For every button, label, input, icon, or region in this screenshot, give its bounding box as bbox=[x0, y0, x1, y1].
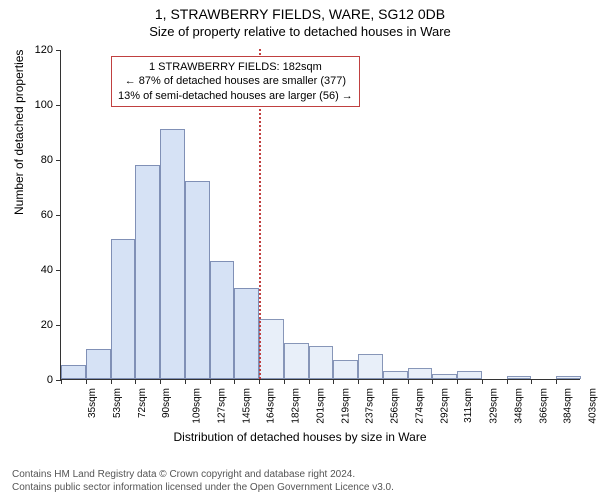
xtick-label: 145sqm bbox=[241, 388, 252, 424]
bar bbox=[333, 360, 358, 379]
chart-area: 02040608010012035sqm53sqm72sqm90sqm109sq… bbox=[60, 50, 580, 380]
xtick-label: 348sqm bbox=[514, 388, 525, 424]
ytick-mark bbox=[56, 160, 61, 161]
xtick-label: 237sqm bbox=[365, 388, 376, 424]
y-axis-label: Number of detached properties bbox=[12, 50, 26, 215]
xtick-label: 219sqm bbox=[340, 388, 351, 424]
xtick-mark bbox=[135, 379, 136, 384]
ytick-label: 100 bbox=[23, 99, 53, 111]
xtick-mark bbox=[432, 379, 433, 384]
bar bbox=[185, 181, 210, 379]
xtick-mark bbox=[86, 379, 87, 384]
xtick-label: 329sqm bbox=[489, 388, 500, 424]
xtick-mark bbox=[259, 379, 260, 384]
xtick-label: 164sqm bbox=[266, 388, 277, 424]
xtick-mark bbox=[309, 379, 310, 384]
ytick-mark bbox=[56, 270, 61, 271]
bar bbox=[86, 349, 111, 379]
xtick-label: 384sqm bbox=[563, 388, 574, 424]
xtick-mark bbox=[531, 379, 532, 384]
x-axis-label: Distribution of detached houses by size … bbox=[0, 430, 600, 444]
ytick-label: 80 bbox=[23, 154, 53, 166]
bar bbox=[135, 165, 160, 380]
xtick-label: 403sqm bbox=[588, 388, 599, 424]
xtick-mark bbox=[383, 379, 384, 384]
ytick-mark bbox=[56, 215, 61, 216]
ytick-label: 40 bbox=[23, 264, 53, 276]
xtick-label: 366sqm bbox=[538, 388, 549, 424]
xtick-label: 292sqm bbox=[439, 388, 450, 424]
xtick-mark bbox=[234, 379, 235, 384]
xtick-label: 311sqm bbox=[463, 388, 474, 423]
footer: Contains HM Land Registry data © Crown c… bbox=[12, 468, 394, 494]
ytick-mark bbox=[56, 50, 61, 51]
xtick-mark bbox=[457, 379, 458, 384]
xtick-mark bbox=[507, 379, 508, 384]
xtick-label: 274sqm bbox=[414, 388, 425, 424]
xtick-mark bbox=[408, 379, 409, 384]
xtick-label: 256sqm bbox=[390, 388, 401, 424]
xtick-label: 182sqm bbox=[291, 388, 302, 424]
bar bbox=[61, 365, 86, 379]
info-box-line3: 13% of semi-detached houses are larger (… bbox=[118, 89, 353, 103]
xtick-label: 127sqm bbox=[216, 388, 227, 424]
xtick-mark bbox=[358, 379, 359, 384]
plot-area: 02040608010012035sqm53sqm72sqm90sqm109sq… bbox=[60, 50, 580, 380]
footer-line1: Contains HM Land Registry data © Crown c… bbox=[12, 468, 394, 481]
xtick-label: 201sqm bbox=[315, 388, 326, 424]
bar bbox=[210, 261, 235, 379]
bar bbox=[457, 371, 482, 379]
bar bbox=[408, 368, 433, 379]
xtick-mark bbox=[185, 379, 186, 384]
bar bbox=[111, 239, 136, 379]
xtick-label: 35sqm bbox=[87, 388, 98, 418]
xtick-mark bbox=[61, 379, 62, 384]
ytick-label: 120 bbox=[23, 44, 53, 56]
info-box-line1: 1 STRAWBERRY FIELDS: 182sqm bbox=[118, 60, 353, 74]
ytick-mark bbox=[56, 105, 61, 106]
ytick-label: 60 bbox=[23, 209, 53, 221]
bar bbox=[383, 371, 408, 379]
bar bbox=[259, 319, 284, 380]
xtick-mark bbox=[333, 379, 334, 384]
xtick-mark bbox=[210, 379, 211, 384]
bar bbox=[432, 374, 457, 380]
ytick-label: 0 bbox=[23, 374, 53, 386]
footer-line2: Contains public sector information licen… bbox=[12, 481, 394, 494]
title-sub: Size of property relative to detached ho… bbox=[0, 22, 600, 39]
bar bbox=[358, 354, 383, 379]
bar bbox=[507, 376, 532, 379]
xtick-mark bbox=[160, 379, 161, 384]
xtick-label: 72sqm bbox=[137, 388, 148, 418]
xtick-mark bbox=[556, 379, 557, 384]
ytick-mark bbox=[56, 325, 61, 326]
xtick-mark bbox=[284, 379, 285, 384]
xtick-mark bbox=[482, 379, 483, 384]
xtick-label: 90sqm bbox=[161, 388, 172, 418]
xtick-label: 109sqm bbox=[192, 388, 203, 424]
bar bbox=[284, 343, 309, 379]
title-main: 1, STRAWBERRY FIELDS, WARE, SG12 0DB bbox=[0, 0, 600, 22]
bar bbox=[234, 288, 259, 379]
bar bbox=[309, 346, 334, 379]
xtick-mark bbox=[111, 379, 112, 384]
xtick-label: 53sqm bbox=[112, 388, 123, 418]
bar bbox=[160, 129, 185, 379]
ytick-label: 20 bbox=[23, 319, 53, 331]
info-box: 1 STRAWBERRY FIELDS: 182sqm← 87% of deta… bbox=[111, 56, 360, 107]
bar bbox=[556, 376, 581, 379]
info-box-line2: ← 87% of detached houses are smaller (37… bbox=[118, 74, 353, 88]
